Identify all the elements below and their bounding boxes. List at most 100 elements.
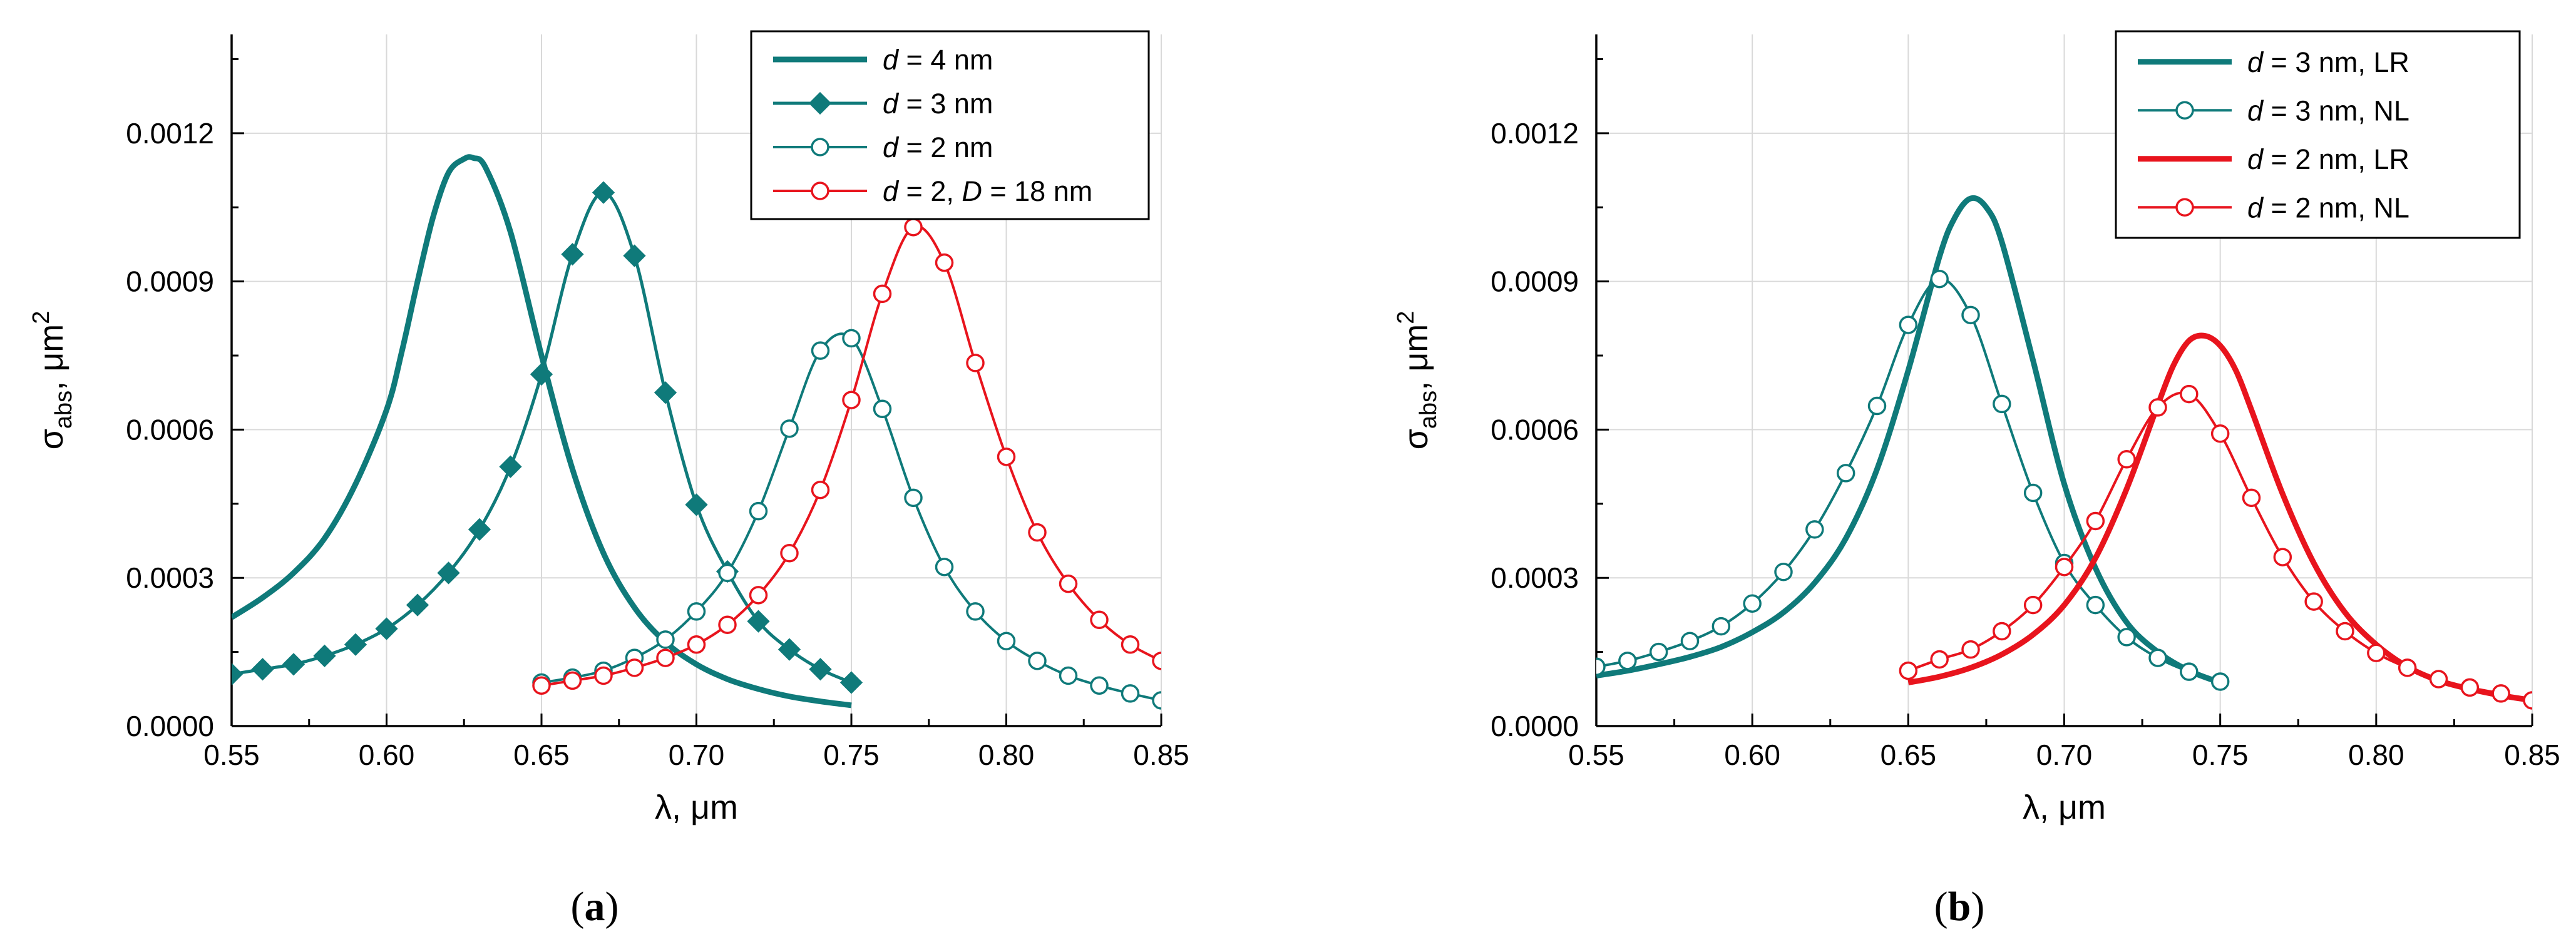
panel-a-y-tick-label: 0.0000 bbox=[126, 710, 214, 742]
panel-a-legend-var: d bbox=[883, 131, 900, 163]
panel-a-series-3-point bbox=[904, 488, 923, 508]
panel-b-y-title-unit: , μm bbox=[1397, 324, 1435, 391]
panel-b-plot-area bbox=[1596, 195, 2532, 710]
panel-b-series-2-point bbox=[1743, 594, 1762, 613]
panel-b-series-4-point bbox=[1993, 622, 2011, 641]
panel-a-series-4-point bbox=[1028, 523, 1047, 542]
panel-b-series-4-point bbox=[2398, 658, 2417, 677]
panel-a-chart: 0.55 0.60 0.65 0.70 0.75 0.80 0.85 0.0000 0.0003… bbox=[28, 30, 1189, 929]
panel-b-legend-text: = 3 nm, LR bbox=[2263, 46, 2409, 78]
panel-a-series-2-point bbox=[468, 518, 491, 541]
panel-b-legend-marker-4 bbox=[2175, 198, 2194, 217]
panel-a-x-tick-label: 0.80 bbox=[978, 739, 1035, 771]
panel-a-y-tick-label: 0.0006 bbox=[126, 413, 214, 446]
panel-a-y-tick-label: 0.0012 bbox=[126, 117, 214, 150]
panel-b-series-4-point bbox=[2086, 511, 2105, 531]
panel-a-legend-text: = 2, bbox=[898, 175, 962, 207]
panel-a-legend-var2: D bbox=[962, 175, 982, 207]
panel-a-series-4-point bbox=[1090, 610, 1109, 630]
panel-b-series-4-point bbox=[2055, 558, 2074, 576]
panel-a-series-3-point bbox=[687, 602, 706, 621]
panel-a-series-2-point bbox=[313, 644, 336, 668]
panel-b-y-tick-label: 0.0000 bbox=[1491, 710, 1579, 742]
panel-a-series-4-point bbox=[532, 676, 551, 695]
panel-a-series-3-point bbox=[997, 632, 1016, 650]
panel-b-series-2-point bbox=[2210, 672, 2230, 691]
panel-a-series-line-1 bbox=[232, 154, 852, 709]
panel-b-legend-var: d bbox=[2247, 143, 2264, 175]
panel-a-series-2-point bbox=[777, 638, 801, 661]
panel-b-series-4-point bbox=[2273, 548, 2292, 566]
panel-a-x-axis-title: λ, μm bbox=[655, 789, 738, 826]
panel-b-legend-label-3: d = 2 nm, LR bbox=[2247, 143, 2409, 175]
panel-a-series-4-point bbox=[1059, 574, 1078, 593]
panel-b-legend: d = 3 nm, LRd = 3 nm, NLd = 2 nm, LRd = … bbox=[2115, 30, 2521, 239]
panel-b-y-title-sup: 2 bbox=[1393, 311, 1419, 324]
panel-a-series-3-point bbox=[1121, 684, 1140, 703]
panel-a-series-3-point bbox=[780, 419, 799, 438]
panel-b-series-2-point bbox=[1836, 464, 1855, 483]
panel-b-axes: 0.55 0.60 0.65 0.70 0.75 0.80 0.85 0.0000 0.0003… bbox=[1393, 34, 2560, 826]
panel-a-y-tick-label: 0.0003 bbox=[126, 561, 214, 594]
panel-a-series-3-point bbox=[1152, 691, 1161, 710]
panel-b-legend-text: = 3 nm, NL bbox=[2263, 95, 2409, 126]
panel-b-series-2-point bbox=[1711, 617, 1731, 636]
panel-a-legend-marker-2 bbox=[808, 91, 832, 115]
panel-b-label: (b) bbox=[1934, 884, 1985, 929]
panel-a-series-4-point bbox=[873, 284, 892, 304]
panel-b-series-2-point bbox=[1930, 269, 1949, 289]
panel-a-x-tick-label: 0.70 bbox=[669, 739, 725, 771]
panel-a-series-4-point bbox=[1152, 652, 1161, 670]
panel-b-series-4-point bbox=[2367, 643, 2386, 662]
panel-a-legend-label-1: d = 4 nm bbox=[883, 44, 993, 76]
panel-b-series-2-point bbox=[2180, 662, 2199, 681]
panel-a-series-2-point bbox=[530, 362, 553, 386]
panel-a-series-4-point bbox=[718, 615, 737, 634]
panel-b-y-title-sigma: σ bbox=[1397, 429, 1435, 449]
panel-a-series-3-point bbox=[935, 558, 954, 576]
panel-a-legend-marker-4 bbox=[811, 182, 829, 200]
panel-a-series-1 bbox=[232, 154, 852, 709]
panel-a-x-tick-label: 0.65 bbox=[513, 739, 570, 771]
panel-b-legend-label-4: d = 2 nm, NL bbox=[2247, 192, 2409, 223]
panel-b-y-tick-label: 0.0012 bbox=[1491, 117, 1579, 150]
panel-a-legend-marker-3 bbox=[811, 138, 829, 156]
panel-a-legend-text: = 2 nm bbox=[898, 131, 993, 163]
panel-a-series-3-point bbox=[966, 602, 985, 621]
panel-a-y-axis-title: σabs, μm2 bbox=[28, 311, 77, 450]
panel-a-series-4-point bbox=[842, 391, 861, 409]
panel-b-series-2-point bbox=[2086, 595, 2105, 615]
panel-a-series-3-point bbox=[811, 341, 830, 360]
panel-b-x-tick-label: 0.60 bbox=[1724, 739, 1780, 771]
panel-a-y-tick-label: 0.0009 bbox=[126, 265, 214, 298]
panel-a-series-4-point bbox=[687, 635, 706, 654]
panel-b-series-2-point bbox=[2117, 628, 2136, 647]
panel-a-y-title-sigma: σ bbox=[33, 429, 70, 449]
panel-b-series-2-point bbox=[1649, 642, 1668, 662]
panel-b-x-tick-label: 0.75 bbox=[2192, 739, 2249, 771]
panel-a-legend-label-4: d = 2, D = 18 nm bbox=[883, 175, 1092, 207]
panel-a-label: (a) bbox=[571, 884, 619, 929]
panel-a-series-3-point bbox=[1028, 652, 1047, 670]
panel-a-series-2-point bbox=[344, 633, 367, 656]
panel-a-label-open: ( bbox=[571, 884, 585, 929]
panel-a-x-tick-label: 0.85 bbox=[1133, 739, 1189, 771]
panel-a-series-4-point bbox=[656, 648, 675, 667]
panel-b-series-4 bbox=[1899, 384, 2532, 710]
panel-b-legend-label-2: d = 3 nm, NL bbox=[2247, 95, 2409, 126]
panel-a-x-tick-label: 0.60 bbox=[359, 739, 415, 771]
panel-a-series-2-point bbox=[251, 658, 274, 681]
panel-a-y-title-sub: abs bbox=[51, 391, 77, 429]
panel-a-series-4-point bbox=[997, 448, 1016, 466]
panel-a-x-tick-label: 0.75 bbox=[823, 739, 880, 771]
panel-b-legend-marker-2 bbox=[2175, 101, 2194, 120]
panel-a-series-2-point bbox=[437, 561, 460, 585]
panel-b-series-2-point bbox=[1805, 520, 1824, 539]
panel-b-series-2-point bbox=[1596, 657, 1606, 677]
panel-b-legend-var: d bbox=[2247, 192, 2264, 223]
panel-b-label-open: ( bbox=[1934, 884, 1948, 929]
panel-a-series-4-point bbox=[811, 480, 830, 499]
panel-a-series-3-point bbox=[749, 501, 768, 521]
panel-a-series-2-point bbox=[809, 658, 832, 681]
panel-a-x-tick-label: 0.55 bbox=[203, 739, 260, 771]
